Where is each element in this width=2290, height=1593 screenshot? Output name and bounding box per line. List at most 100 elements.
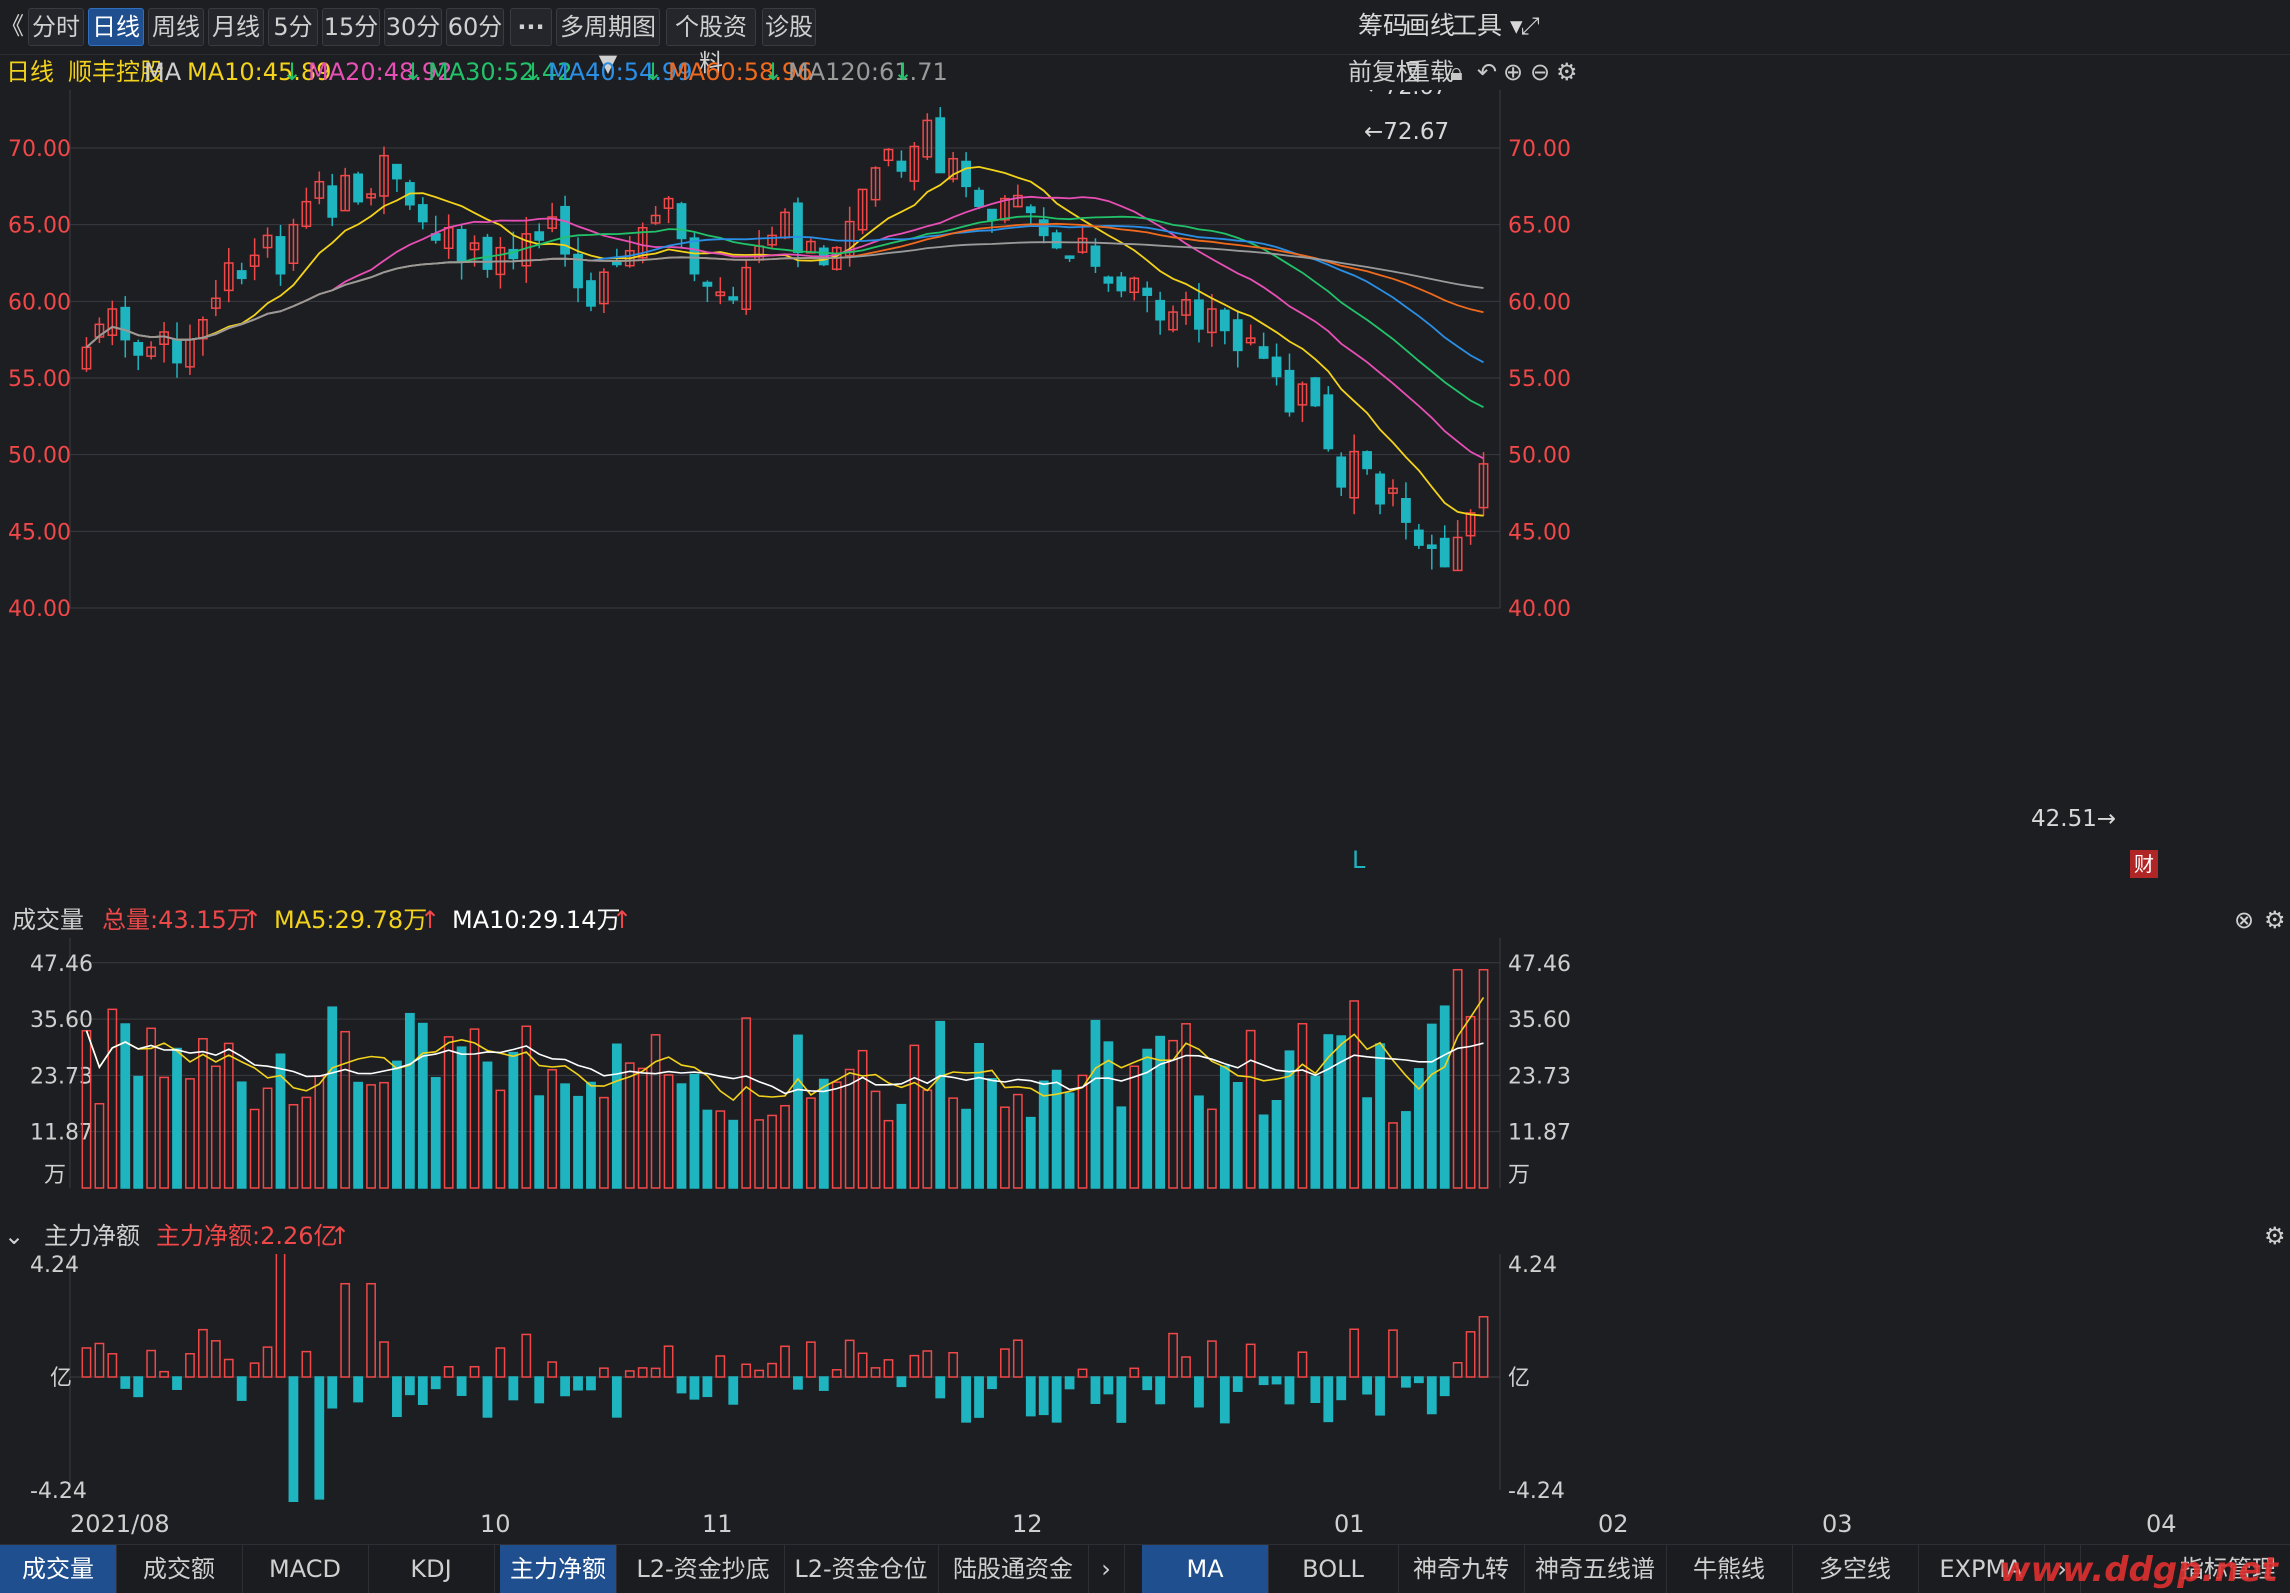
- tab-expma[interactable]: EXPMA: [1918, 1545, 2045, 1593]
- candle-body[interactable]: [767, 234, 777, 246]
- tab-hk-connect[interactable]: 陆股通资金: [938, 1545, 1089, 1593]
- candle-body[interactable]: [223, 262, 234, 292]
- candle-body[interactable]: [663, 197, 674, 209]
- adjust-forward-button[interactable]: 前复权: [1348, 58, 1420, 86]
- candle-body[interactable]: [974, 189, 984, 208]
- candle-body[interactable]: [314, 180, 325, 199]
- lock-icon[interactable]: 🔒︎: [1450, 58, 1463, 86]
- candle-body[interactable]: [961, 160, 971, 188]
- candle-body[interactable]: [1142, 287, 1153, 296]
- volume-chart[interactable]: 47.46 47.46 35.60 35.60 23.73 23.73 11.87 11.87…: [0, 938, 2290, 1210]
- candle-body[interactable]: [107, 308, 118, 336]
- candle-body[interactable]: [1219, 309, 1230, 332]
- candle-body[interactable]: [366, 193, 376, 199]
- candle-body[interactable]: [560, 205, 570, 255]
- candle-body[interactable]: [1258, 346, 1269, 359]
- flow-collapse-icon[interactable]: ⌄: [4, 1222, 25, 1250]
- period-button-weekly[interactable]: 周线: [148, 8, 204, 46]
- candle-body[interactable]: [1181, 299, 1191, 316]
- chip-button[interactable]: 筹码: [1358, 11, 1409, 40]
- candle-body[interactable]: [1051, 232, 1062, 249]
- candle-body[interactable]: [650, 214, 661, 224]
- candle-body[interactable]: [1103, 276, 1114, 284]
- candle-body[interactable]: [340, 174, 351, 212]
- volume-close-icon[interactable]: ⊗: [2234, 906, 2255, 934]
- candle-body[interactable]: [1426, 544, 1437, 549]
- candle-body[interactable]: [417, 204, 428, 223]
- price-chart[interactable]: 70.00 70.00 65.00 65.00 60.00 60.00 55.00 55.00…: [0, 90, 2290, 616]
- tab-td9[interactable]: 神奇九转: [1398, 1545, 1525, 1593]
- candle-body[interactable]: [275, 236, 286, 275]
- candle-body[interactable]: [353, 173, 364, 203]
- candle-body[interactable]: [793, 202, 803, 254]
- candle-body[interactable]: [508, 248, 519, 260]
- candle-body[interactable]: [392, 163, 402, 180]
- candle-body[interactable]: [1116, 276, 1127, 292]
- candle-body[interactable]: [288, 223, 299, 265]
- candle-body[interactable]: [236, 270, 247, 280]
- candle-body[interactable]: [469, 242, 480, 251]
- candle-body[interactable]: [1362, 451, 1372, 470]
- candle-body[interactable]: [1297, 383, 1308, 406]
- candle-body[interactable]: [1284, 369, 1295, 413]
- candle-body[interactable]: [81, 346, 92, 370]
- candle-body[interactable]: [715, 291, 726, 297]
- zoom-out-icon[interactable]: ⊖: [1530, 58, 1551, 86]
- candle-body[interactable]: [327, 185, 338, 218]
- candle-body[interactable]: [741, 266, 752, 310]
- period-button-monthly[interactable]: 月线: [208, 8, 264, 46]
- candle-body[interactable]: [922, 119, 933, 158]
- candle-body[interactable]: [1349, 450, 1360, 499]
- candle-body[interactable]: [689, 237, 700, 275]
- tab-l2-position[interactable]: L2-资金仓位: [784, 1545, 939, 1593]
- tab-ma[interactable]: MA: [1142, 1545, 1269, 1593]
- period-button-fenshi[interactable]: 分时: [28, 8, 84, 46]
- zoom-in-icon[interactable]: ⊕: [1503, 58, 1524, 86]
- tab-kdj[interactable]: KDJ: [368, 1545, 495, 1593]
- candle-body[interactable]: [883, 148, 894, 162]
- candle-body[interactable]: [896, 160, 907, 172]
- candle-body[interactable]: [120, 306, 131, 341]
- candle-body[interactable]: [1388, 487, 1398, 494]
- volume-settings-icon[interactable]: ⚙: [2264, 906, 2286, 934]
- period-button-15min[interactable]: 15分: [322, 8, 380, 46]
- candle-body[interactable]: [676, 203, 687, 240]
- indicator-manage-button[interactable]: 指标管理: [2166, 1545, 2290, 1593]
- candle-body[interactable]: [1452, 536, 1463, 572]
- more-periods-button[interactable]: ···: [510, 8, 552, 46]
- candle-body[interactable]: [1064, 255, 1075, 259]
- candle-body[interactable]: [987, 208, 997, 221]
- reload-button[interactable]: 重载: [1406, 58, 1454, 86]
- candle-body[interactable]: [1194, 299, 1204, 330]
- stock-name[interactable]: 顺丰控股: [68, 58, 164, 86]
- volume-title[interactable]: 成交量: [12, 906, 84, 934]
- candle-body[interactable]: [1401, 497, 1411, 523]
- candle-body[interactable]: [301, 200, 312, 228]
- collapse-left-icon[interactable]: 《: [0, 12, 24, 40]
- tabs-next-icon[interactable]: ›: [2044, 1545, 2081, 1593]
- candle-body[interactable]: [909, 145, 920, 182]
- candle-body[interactable]: [1206, 308, 1217, 334]
- candle-body[interactable]: [702, 281, 713, 287]
- candle-body[interactable]: [262, 234, 273, 249]
- candle-body[interactable]: [1077, 237, 1088, 253]
- stock-profile-button[interactable]: 个股资料: [666, 8, 756, 77]
- candle-body[interactable]: [1245, 337, 1256, 344]
- period-button-5min[interactable]: 5分: [268, 8, 318, 46]
- period-button-30min[interactable]: 30分: [384, 8, 442, 46]
- candle-body[interactable]: [599, 271, 609, 305]
- candle-body[interactable]: [172, 339, 182, 364]
- candle-body[interactable]: [844, 220, 855, 257]
- candle-body[interactable]: [1323, 394, 1334, 450]
- period-button-60min[interactable]: 60分: [446, 8, 504, 46]
- indicator-label[interactable]: MA: [144, 58, 182, 86]
- tab-volume[interactable]: 成交量: [0, 1545, 117, 1593]
- fullscreen-icon[interactable]: ⤢: [1520, 12, 1540, 40]
- tabs-next-icon[interactable]: ›: [1088, 1545, 1125, 1593]
- candle-body[interactable]: [1465, 512, 1476, 537]
- candle-body[interactable]: [1168, 311, 1178, 331]
- tab-long-short[interactable]: 多空线: [1792, 1545, 1919, 1593]
- candle-body[interactable]: [210, 297, 221, 309]
- tab-main-net-flow[interactable]: 主力净额: [500, 1545, 617, 1593]
- candle-body[interactable]: [1375, 473, 1385, 505]
